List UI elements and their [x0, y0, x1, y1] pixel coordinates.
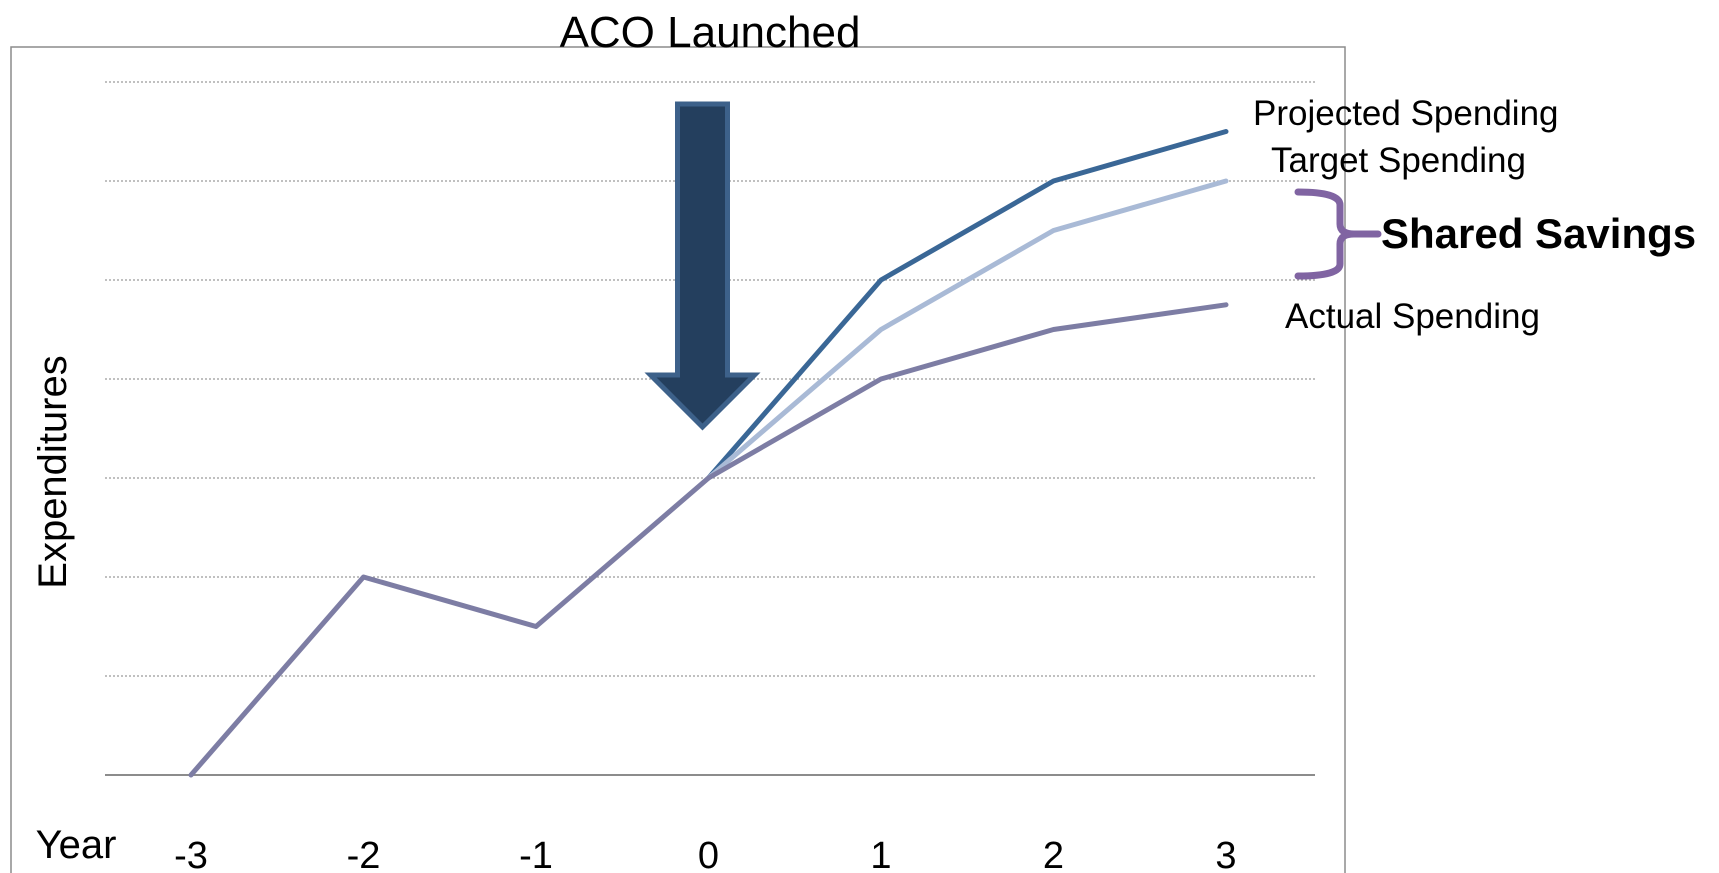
x-tick-label: -3: [174, 835, 208, 873]
x-tick-label: 2: [1043, 835, 1064, 873]
series-line-actual: [188, 302, 1229, 778]
x-tick-label: 0: [698, 835, 719, 873]
x-axis-label: Year: [36, 823, 117, 867]
launch-arrow: [644, 101, 761, 431]
x-tick-label: -2: [347, 835, 381, 873]
y-axis-label: Expenditures: [31, 355, 75, 588]
x-tick-label: 3: [1215, 835, 1236, 873]
series-label-target: Target Spending: [1271, 141, 1526, 180]
x-tick-labels: -3 -2 -1 0 1 2 3: [174, 835, 1236, 873]
chart-title: ACO Launched: [560, 8, 861, 57]
right-curly-brace-icon: [1294, 188, 1382, 280]
series-line-projected: [706, 129, 1229, 481]
plot-frame: [10, 46, 1346, 873]
x-tick-label: 1: [870, 835, 891, 873]
shared-savings-label: Shared Savings: [1381, 210, 1696, 257]
x-tick-label: -1: [519, 835, 553, 873]
series-line-target: [706, 178, 1229, 481]
series-lines: [188, 129, 1229, 778]
series-label-projected: Projected Spending: [1253, 94, 1559, 133]
down-arrow-icon: [644, 101, 761, 431]
series-label-actual: Actual Spending: [1285, 297, 1540, 336]
